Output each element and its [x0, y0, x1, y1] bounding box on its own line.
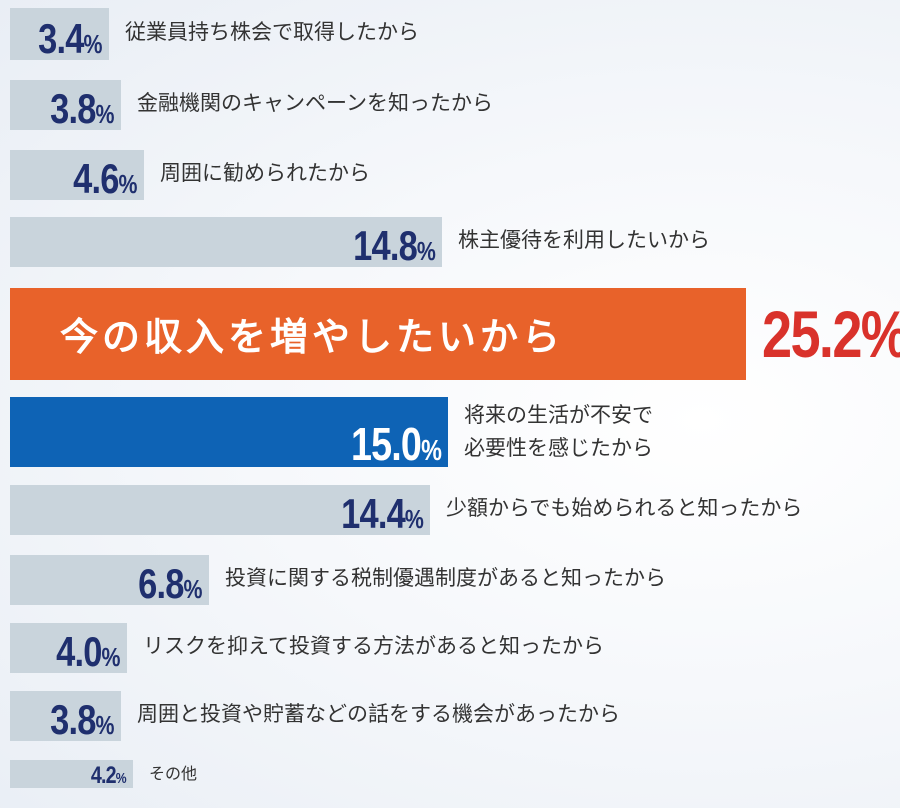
bar-label-6: 少額からでも始められると知ったから	[446, 495, 803, 520]
bar-label-4: 今の収入を増やしたいから	[60, 315, 565, 359]
bar-label-0: 従業員持ち株会で取得したから	[125, 19, 419, 44]
bar-8	[10, 623, 127, 673]
bar-value-2: 4.6%	[73, 154, 138, 202]
bar-label-7: 投資に関する税制優遇制度があると知ったから	[225, 565, 666, 590]
bar-value-3: 14.8%	[353, 221, 436, 269]
bar-label-9: 周囲と投資や貯蓄などの話をする機会があったから	[137, 701, 620, 726]
bar-value-9: 3.8%	[50, 695, 115, 743]
bar-value-4: 25.2%	[762, 297, 900, 371]
bar-0	[10, 8, 109, 60]
bar-value-1: 3.8%	[50, 84, 115, 132]
bar-label-3: 株主優待を利用したいから	[458, 227, 710, 252]
bar-label-2: 周囲に勧められたから	[160, 160, 370, 185]
bar-1	[10, 80, 121, 130]
bar-label-1: 金融機関のキャンペーンを知ったから	[137, 90, 493, 115]
bar-value-0: 3.4%	[38, 14, 103, 62]
bar-label-10: その他	[149, 764, 198, 783]
bar-10	[10, 760, 133, 788]
bar-label-8: リスクを抑えて投資する方法があると知ったから	[143, 633, 604, 658]
bar-value-6: 14.4%	[341, 489, 424, 537]
bar-4	[10, 288, 746, 380]
bar-2	[10, 150, 144, 200]
bar-7	[10, 555, 209, 605]
bar-label-5: 将来の生活が不安で 必要性を感じたから	[464, 403, 653, 460]
bar-value-10: 4.2%	[91, 762, 127, 790]
bar-9	[10, 691, 121, 741]
bar-6	[10, 485, 430, 535]
bar-3	[10, 217, 442, 267]
bar-5	[10, 397, 448, 467]
bar-value-7: 6.8%	[138, 559, 203, 607]
bar-value-8: 4.0%	[56, 627, 121, 675]
bar-value-5: 15.0%	[351, 418, 442, 471]
